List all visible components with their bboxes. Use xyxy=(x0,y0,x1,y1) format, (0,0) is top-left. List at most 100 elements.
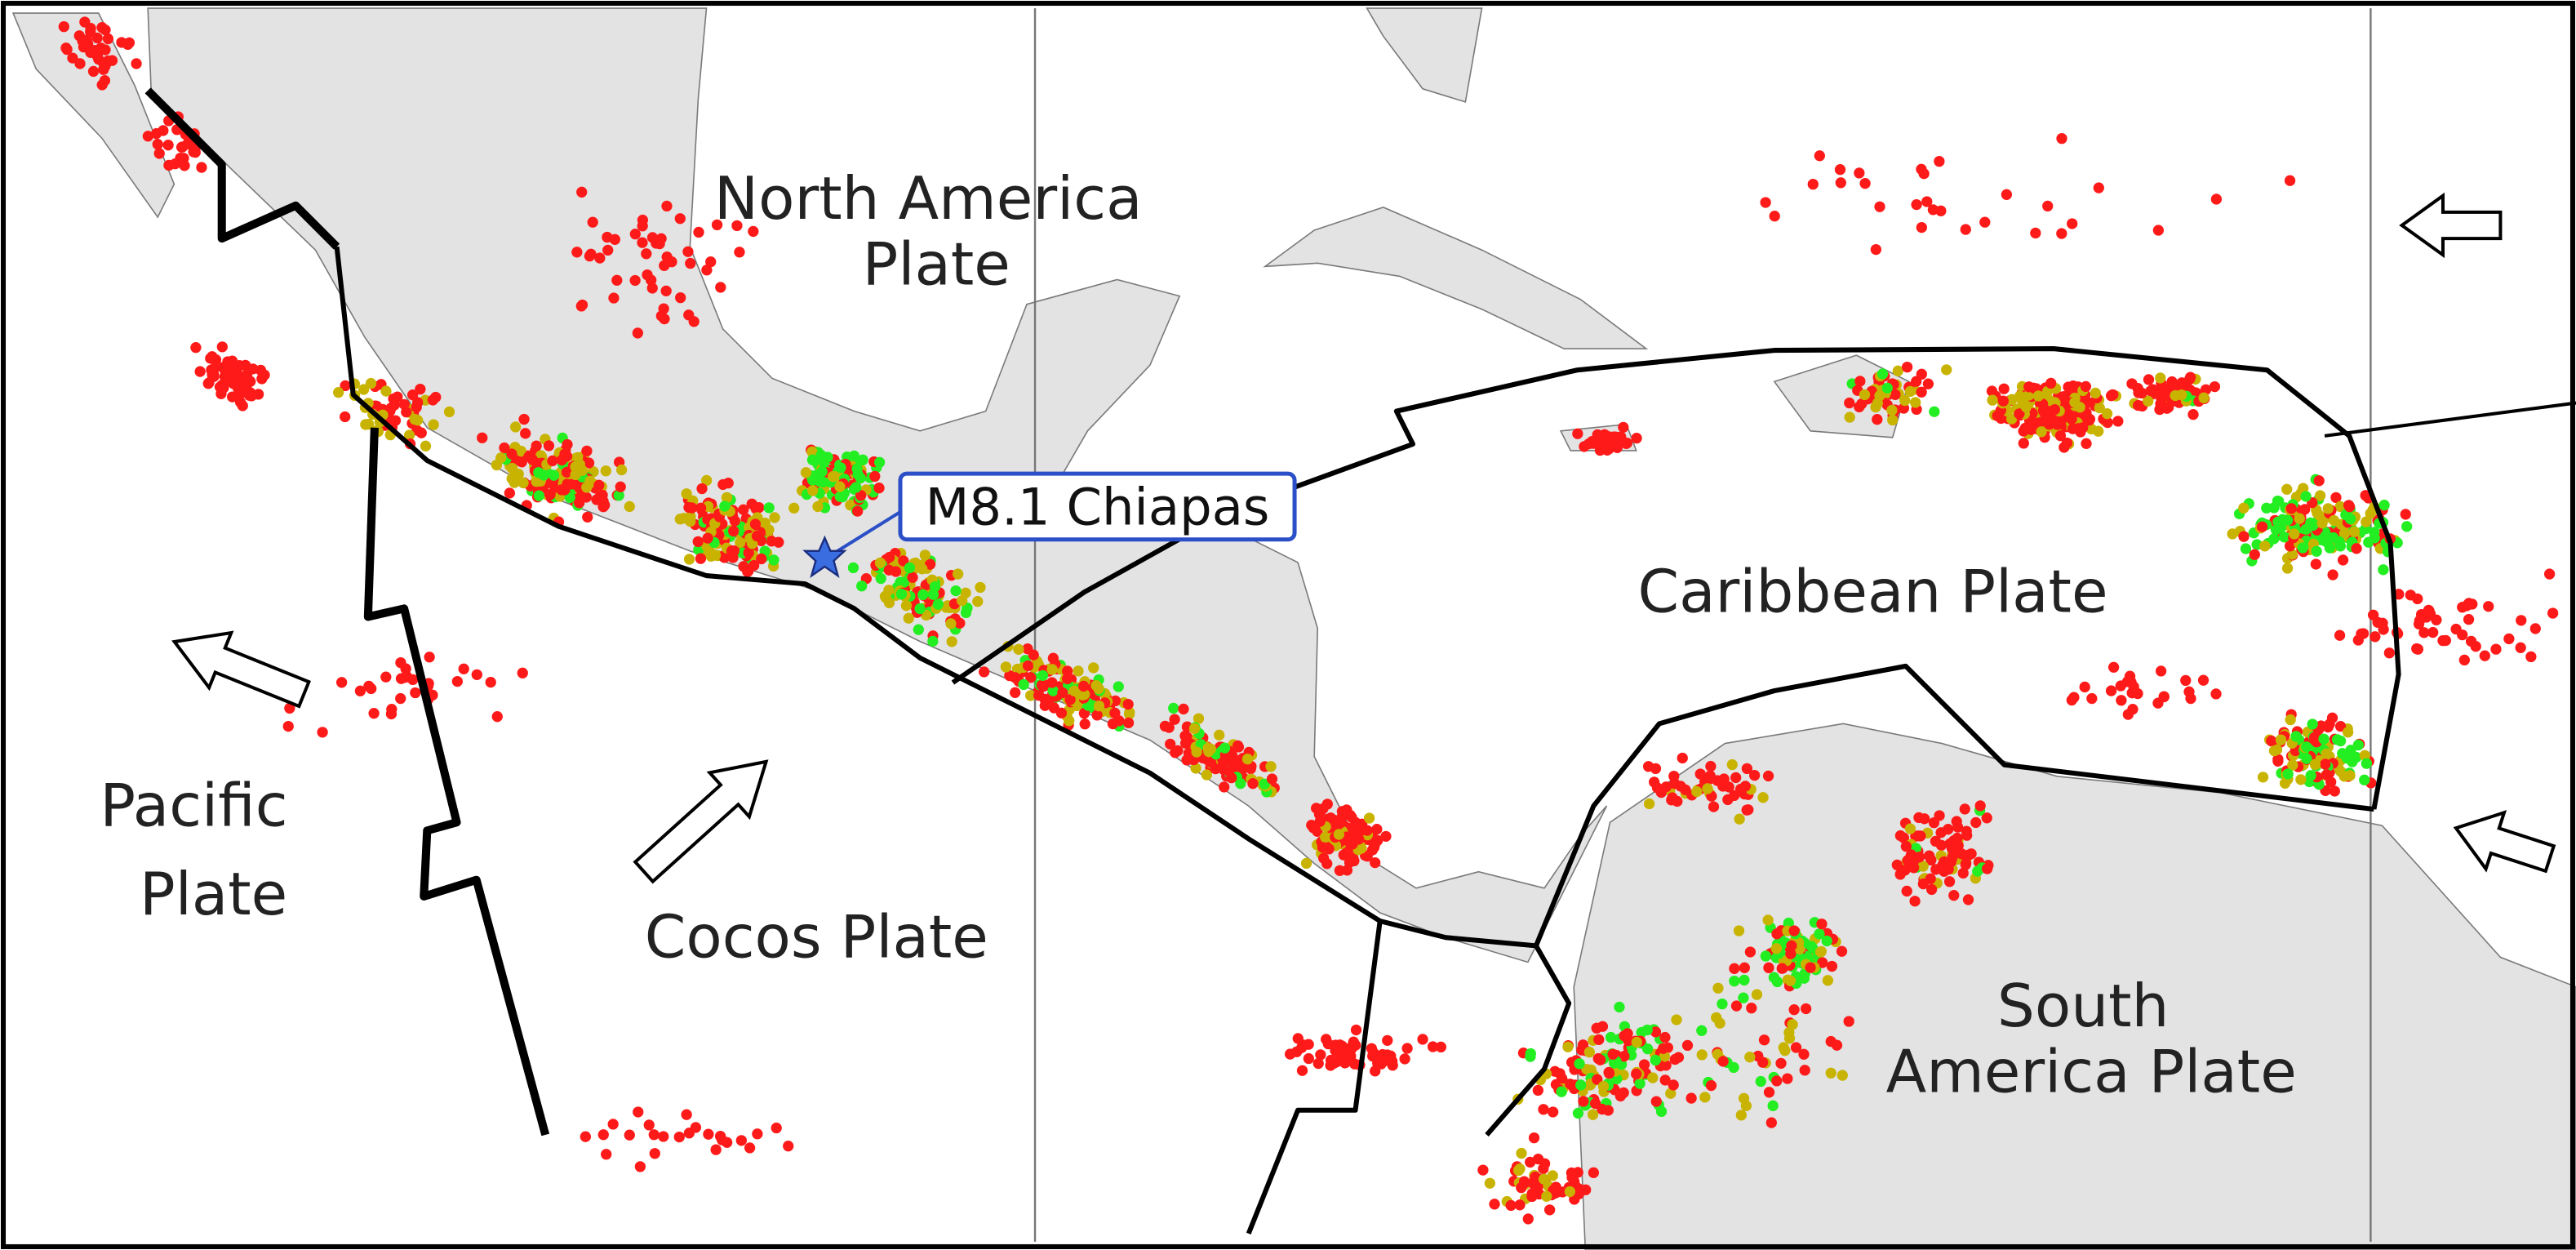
quake-dot xyxy=(1321,798,1333,810)
quake-dot xyxy=(646,282,658,294)
quake-dot xyxy=(715,282,726,293)
quake-dot xyxy=(1892,365,1903,376)
quake-dot xyxy=(576,299,588,311)
quake-dot xyxy=(855,472,866,484)
quake-dot xyxy=(1744,946,1757,958)
quake-dot xyxy=(559,448,571,460)
quake-dot xyxy=(2284,175,2296,186)
quake-dot xyxy=(443,406,455,418)
quake-dot xyxy=(217,362,229,373)
quake-dot xyxy=(2084,413,2096,425)
quake-dot xyxy=(1934,155,1945,167)
quake-dot xyxy=(602,244,614,256)
quake-dot xyxy=(2093,425,2104,437)
quake-dot xyxy=(2516,615,2527,626)
quake-dot xyxy=(599,499,611,511)
quake-dot xyxy=(903,612,914,624)
quake-dot xyxy=(649,1148,660,1159)
quake-dot xyxy=(1876,368,1889,380)
quake-dot xyxy=(2351,543,2362,554)
annotation-text: M8.1 Chiapas xyxy=(926,478,1270,537)
quake-dot xyxy=(485,676,496,688)
quake-dot xyxy=(1854,376,1866,387)
quake-dot xyxy=(1603,1067,1615,1079)
quake-dot xyxy=(1169,714,1180,725)
quake-dot xyxy=(1705,760,1717,772)
quake-dot xyxy=(1979,216,1991,228)
quake-dot xyxy=(2116,695,2127,706)
quake-dot xyxy=(646,274,657,286)
quake-dot xyxy=(1124,706,1135,718)
quake-dot xyxy=(666,256,677,268)
quake-dot xyxy=(2547,607,2559,619)
quake-dot xyxy=(1814,928,1825,940)
quake-dot xyxy=(1109,707,1121,718)
quake-dot xyxy=(1427,1041,1439,1052)
quake-dot xyxy=(2285,714,2296,726)
quake-dot xyxy=(1191,746,1202,758)
quake-dot xyxy=(1047,685,1059,696)
quake-dot xyxy=(693,226,704,238)
quake-dot xyxy=(1768,972,1780,983)
quake-dot xyxy=(150,127,162,140)
quake-dot xyxy=(1505,1199,1517,1212)
quake-dot xyxy=(2257,772,2269,783)
quake-dot xyxy=(600,465,611,477)
quake-dot xyxy=(2259,540,2271,552)
quake-dot xyxy=(60,42,72,54)
quake-dot xyxy=(751,530,763,542)
quake-dot xyxy=(1512,1164,1525,1177)
quake-dot xyxy=(1934,810,1945,821)
quake-dot xyxy=(1333,829,1345,840)
quake-dot xyxy=(1219,742,1231,754)
quake-dot xyxy=(2176,377,2187,389)
quake-dot xyxy=(735,1135,747,1146)
quake-dot xyxy=(1755,1075,1766,1088)
quake-dot xyxy=(1605,1031,1617,1043)
quake-dot xyxy=(2054,429,2067,442)
quake-dot xyxy=(2043,419,2055,430)
quake-dot xyxy=(1908,862,1920,874)
quake-dot xyxy=(1247,778,1259,790)
quake-dot xyxy=(1891,859,1903,871)
quake-dot xyxy=(1686,1092,1697,1104)
quake-dot xyxy=(917,589,929,601)
plate-label: Pacific xyxy=(100,772,287,840)
quake-dot xyxy=(2281,514,2294,526)
quake-dot xyxy=(189,146,201,158)
quake-dot xyxy=(2334,629,2346,641)
quake-dot xyxy=(1361,851,1373,862)
quake-dot xyxy=(1799,1065,1810,1076)
quake-dot xyxy=(2278,532,2290,543)
quake-dot xyxy=(702,532,713,544)
quake-dot xyxy=(1024,690,1037,701)
quake-dot xyxy=(533,467,544,478)
quake-dot xyxy=(1722,794,1734,806)
quake-dot xyxy=(358,384,370,395)
quake-dot xyxy=(2272,755,2284,767)
quake-dot xyxy=(427,394,439,406)
quake-dot xyxy=(1770,943,1783,954)
quake-dot xyxy=(1022,660,1034,672)
quake-dot xyxy=(701,474,713,487)
quake-dot xyxy=(2307,718,2318,730)
quake-dot xyxy=(1941,364,1952,376)
quake-dot xyxy=(1960,224,1971,235)
quake-dot xyxy=(2143,395,2154,407)
quake-dot xyxy=(2286,549,2298,560)
quake-dot xyxy=(1179,737,1192,749)
quake-dot xyxy=(163,159,175,171)
quake-dot xyxy=(1901,361,1913,373)
quake-dot xyxy=(1741,804,1752,816)
quake-dot xyxy=(637,237,648,248)
quake-dot xyxy=(533,490,545,501)
quake-dot xyxy=(1872,414,1883,425)
quake-dot xyxy=(1574,1184,1587,1195)
quake-dot xyxy=(1913,852,1925,863)
quake-dot xyxy=(2300,523,2312,535)
quake-dot xyxy=(237,400,248,411)
quake-dot xyxy=(1702,783,1713,794)
quake-dot xyxy=(1856,398,1868,410)
quake-dot xyxy=(769,512,780,523)
quake-dot xyxy=(1203,745,1215,758)
